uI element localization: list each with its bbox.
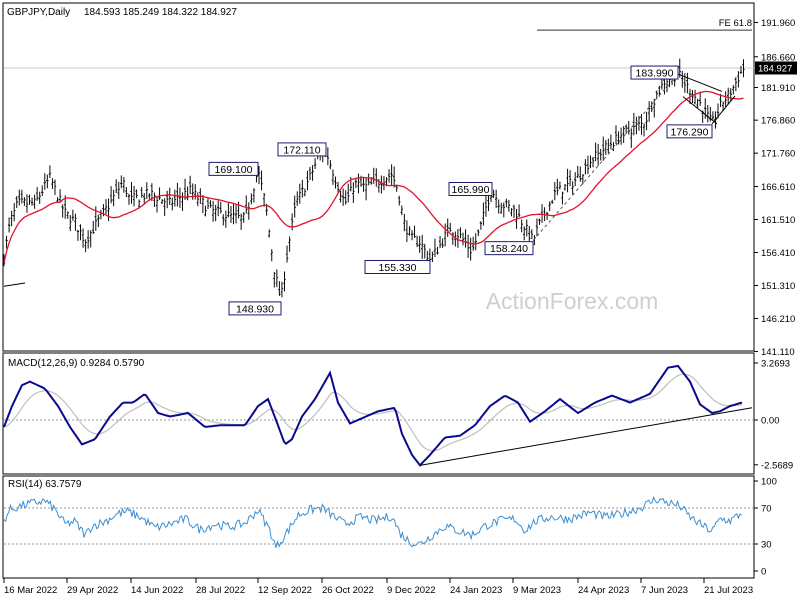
price-tick-label: 141.110 bbox=[761, 347, 795, 358]
moving-average bbox=[3, 90, 744, 264]
x-tick-label: 7 Jun 2023 bbox=[641, 585, 688, 596]
x-tick-label: 9 Mar 2023 bbox=[513, 585, 561, 596]
annotation-label: 158.240 bbox=[490, 243, 528, 255]
x-tick-label: 12 Sep 2022 bbox=[258, 585, 312, 596]
annotation-176-290: 176.290 bbox=[666, 124, 713, 139]
macd-line bbox=[3, 364, 743, 467]
annotation-label: 183.990 bbox=[636, 68, 674, 80]
annotation-label: 155.330 bbox=[379, 262, 417, 274]
macd-trendline bbox=[419, 407, 753, 466]
symbol-label: GBPJPY,Daily bbox=[7, 7, 70, 18]
price-tick-label: 151.310 bbox=[761, 281, 795, 292]
annotation-box bbox=[448, 182, 493, 197]
channel-upper-line bbox=[677, 73, 723, 92]
annotation-label: 165.990 bbox=[452, 184, 490, 196]
price-annotations: 169.100 172.110 148.930 165.990 155.330 158.2… bbox=[208, 65, 713, 316]
ohlc-label: 184.593 185.249 184.322 184.927 bbox=[84, 7, 237, 18]
price-tick-label: 186.660 bbox=[761, 52, 795, 63]
watermark: ActionForex.com bbox=[486, 288, 659, 314]
annotation-box bbox=[277, 142, 327, 157]
macd-pane-frame bbox=[2, 352, 755, 475]
annotation-label: 148.930 bbox=[236, 303, 274, 315]
price-tick-label: 176.860 bbox=[761, 116, 795, 127]
macd-tick-label: -2.5689 bbox=[761, 460, 793, 471]
annotation-box bbox=[228, 301, 282, 316]
price-trendlines: FE 61.8 bbox=[3, 18, 752, 287]
annotation-box bbox=[484, 241, 534, 256]
rsi-y-axis: 100 70 30 0 bbox=[754, 477, 777, 578]
time-x-axis: 16 Mar 2022 29 Apr 2022 14 Jun 2022 28 Jul … bbox=[3, 578, 753, 596]
rsi-tick-label: 70 bbox=[761, 504, 772, 515]
channel-lower-line bbox=[682, 96, 718, 125]
annotation-box bbox=[630, 65, 679, 80]
macd-title: MACD(12,26,9) 0.9284 0.5790 bbox=[8, 358, 145, 369]
x-tick-label: 29 Apr 2022 bbox=[67, 585, 118, 596]
price-y-axis: 191.960 186.660 181.910 176.860 171.760 166.6… bbox=[754, 18, 797, 358]
annotation-box bbox=[364, 259, 431, 274]
fib-level-label: FE 61.8 bbox=[719, 18, 752, 29]
rsi-tick-label: 0 bbox=[761, 567, 766, 578]
x-tick-label: 26 Oct 2022 bbox=[322, 585, 374, 596]
price-tick-label: 166.610 bbox=[761, 182, 795, 193]
rsi-title: RSI(14) 63.7579 bbox=[8, 479, 82, 490]
moving-average-line bbox=[3, 90, 744, 264]
annotation-183-990: 183.990 bbox=[630, 65, 679, 80]
annotation-148-930: 148.930 bbox=[228, 301, 282, 316]
price-tick-label: 146.210 bbox=[761, 314, 795, 325]
last-price-marker bbox=[755, 61, 797, 75]
macd-tick-label: 0.00 bbox=[761, 416, 780, 427]
x-tick-label: 9 Dec 2022 bbox=[387, 585, 436, 596]
annotation-155-330: 155.330 bbox=[364, 259, 431, 274]
x-tick-label: 21 Jul 2023 bbox=[704, 585, 753, 596]
annotation-165-990: 165.990 bbox=[448, 182, 493, 197]
edge-segment bbox=[3, 282, 26, 287]
rsi-tick-label: 100 bbox=[761, 477, 777, 488]
rsi-pane-frame bbox=[2, 475, 755, 579]
rsi-tick-label: 30 bbox=[761, 540, 772, 551]
annotation-box bbox=[208, 161, 259, 176]
dashed-support-line bbox=[532, 73, 679, 241]
annotation-158-240: 158.240 bbox=[484, 241, 534, 256]
rsi-line bbox=[3, 496, 742, 548]
annotation-label: 176.290 bbox=[671, 126, 709, 138]
annotation-label: 169.100 bbox=[215, 164, 253, 176]
x-tick-label: 28 Jul 2022 bbox=[196, 585, 245, 596]
x-tick-label: 14 Jun 2022 bbox=[131, 585, 183, 596]
price-tick-label: 181.910 bbox=[761, 83, 795, 94]
x-tick-label: 24 Jan 2023 bbox=[450, 585, 502, 596]
annotation-169-100: 169.100 bbox=[208, 161, 259, 176]
macd-y-axis: 3.2693 0.00 -2.5689 bbox=[754, 359, 793, 471]
x-tick-label: 16 Mar 2022 bbox=[4, 585, 57, 596]
last-price-label: 184.927 bbox=[758, 63, 792, 74]
annotation-label: 172.110 bbox=[283, 144, 320, 156]
annotation-box bbox=[666, 124, 713, 139]
short-rising-line bbox=[711, 95, 736, 125]
macd-plot bbox=[3, 364, 754, 467]
price-pane-frame bbox=[2, 2, 755, 352]
price-tick-label: 171.760 bbox=[761, 149, 795, 160]
price-tick-label: 156.410 bbox=[761, 248, 795, 259]
rsi-plot bbox=[3, 496, 754, 548]
price-tick-label: 191.960 bbox=[761, 18, 795, 29]
annotation-172-110: 172.110 bbox=[277, 142, 327, 157]
macd-tick-label: 3.2693 bbox=[761, 359, 790, 370]
price-tick-label: 161.510 bbox=[761, 215, 795, 226]
x-tick-label: 24 Apr 2023 bbox=[578, 585, 629, 596]
